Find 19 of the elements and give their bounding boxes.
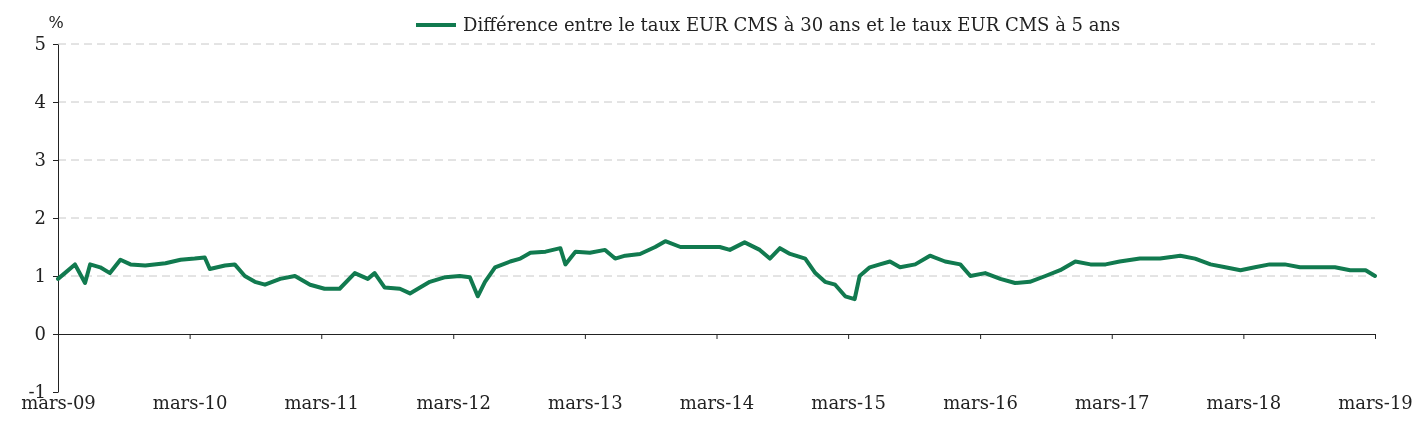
y-tick-label: 5 [34, 33, 46, 55]
x-tick-label: mars-19 [1338, 391, 1413, 413]
x-tick-label: mars-15 [811, 391, 886, 413]
y-tick-label: 2 [34, 207, 46, 229]
y-tick-label: 0 [34, 323, 46, 345]
x-tick-label: mars-12 [416, 391, 492, 413]
y-axis-title: % [48, 13, 64, 32]
x-tick-label: mars-17 [1074, 391, 1150, 413]
x-tick-label: mars-14 [679, 391, 755, 413]
legend-label: Différence entre le taux EUR CMS à 30 ans et le taux EUR CMS à 5 ans [463, 14, 1121, 35]
x-tick-label: mars-11 [284, 391, 360, 413]
y-tick-label: 3 [34, 149, 46, 171]
line-series [56, 239, 1377, 302]
y-tick-label: 1 [34, 265, 46, 287]
x-tick-label: mars-16 [943, 391, 1018, 413]
x-tick-label: mars-10 [152, 391, 228, 413]
y-tick-label: 4 [34, 91, 46, 113]
x-tick-label: mars-18 [1206, 391, 1282, 413]
x-tick-label: mars-13 [548, 391, 623, 413]
